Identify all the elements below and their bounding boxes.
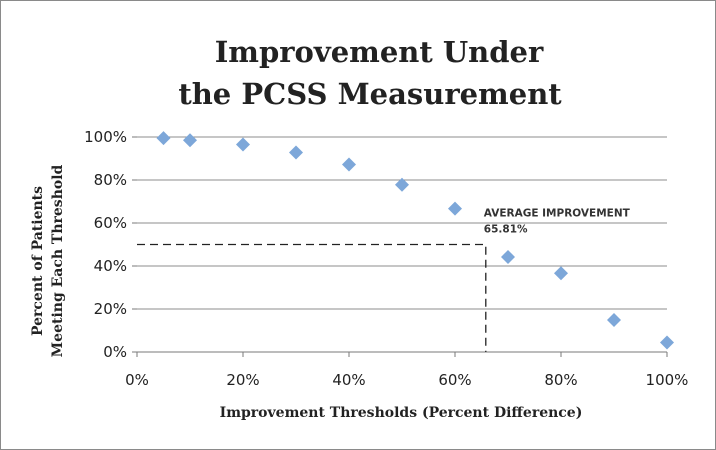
y-tick-label-80: 80% bbox=[94, 171, 127, 189]
chart-title-line-2: the PCSS Measurement bbox=[178, 77, 562, 111]
x-axis-title: Improvement Thresholds (Percent Differen… bbox=[220, 405, 583, 421]
x-tick-label-60: 60% bbox=[438, 371, 471, 389]
x-tick-label-20: 20% bbox=[226, 371, 259, 389]
data-point-5 bbox=[342, 157, 356, 172]
tick-marks bbox=[132, 136, 668, 357]
data-point-9 bbox=[554, 266, 568, 281]
y-tick-labels: 0% 20% 40% 60% 80% 100% bbox=[84, 128, 127, 361]
data-point-7 bbox=[448, 201, 462, 216]
y-axis-title-line-2: Meeting Each Threshold bbox=[50, 164, 66, 357]
y-axis-title-line-1: Percent of Patients bbox=[30, 186, 46, 336]
x-tick-label-40: 40% bbox=[332, 371, 365, 389]
data-point-11 bbox=[660, 335, 674, 350]
x-tick-labels: 0% 20% 40% 60% 80% 100% bbox=[125, 371, 688, 389]
x-tick-label-100: 100% bbox=[646, 371, 689, 389]
data-point-8 bbox=[501, 249, 515, 264]
annotation-label: AVERAGE IMPROVEMENT bbox=[484, 208, 631, 220]
y-tick-label-0: 0% bbox=[103, 343, 127, 361]
x-tick-label-0: 0% bbox=[125, 371, 149, 389]
data-point-1 bbox=[156, 131, 171, 146]
y-tick-label-60: 60% bbox=[94, 214, 127, 232]
y-tick-label-100: 100% bbox=[84, 128, 127, 146]
y-tick-label-40: 40% bbox=[94, 257, 127, 275]
annotation-value: 65.81% bbox=[484, 224, 528, 236]
data-point-4 bbox=[289, 145, 303, 160]
gridlines bbox=[137, 136, 667, 310]
data-point-10 bbox=[607, 312, 621, 327]
data-point-6 bbox=[395, 177, 409, 192]
average-improvement-reference-line bbox=[137, 243, 487, 352]
data-points bbox=[156, 131, 674, 350]
data-point-2 bbox=[183, 133, 197, 148]
data-point-3 bbox=[236, 137, 250, 152]
chart-title-line-1: Improvement Under bbox=[215, 35, 544, 69]
x-tick-label-80: 80% bbox=[544, 371, 577, 389]
y-tick-label-20: 20% bbox=[94, 300, 127, 318]
